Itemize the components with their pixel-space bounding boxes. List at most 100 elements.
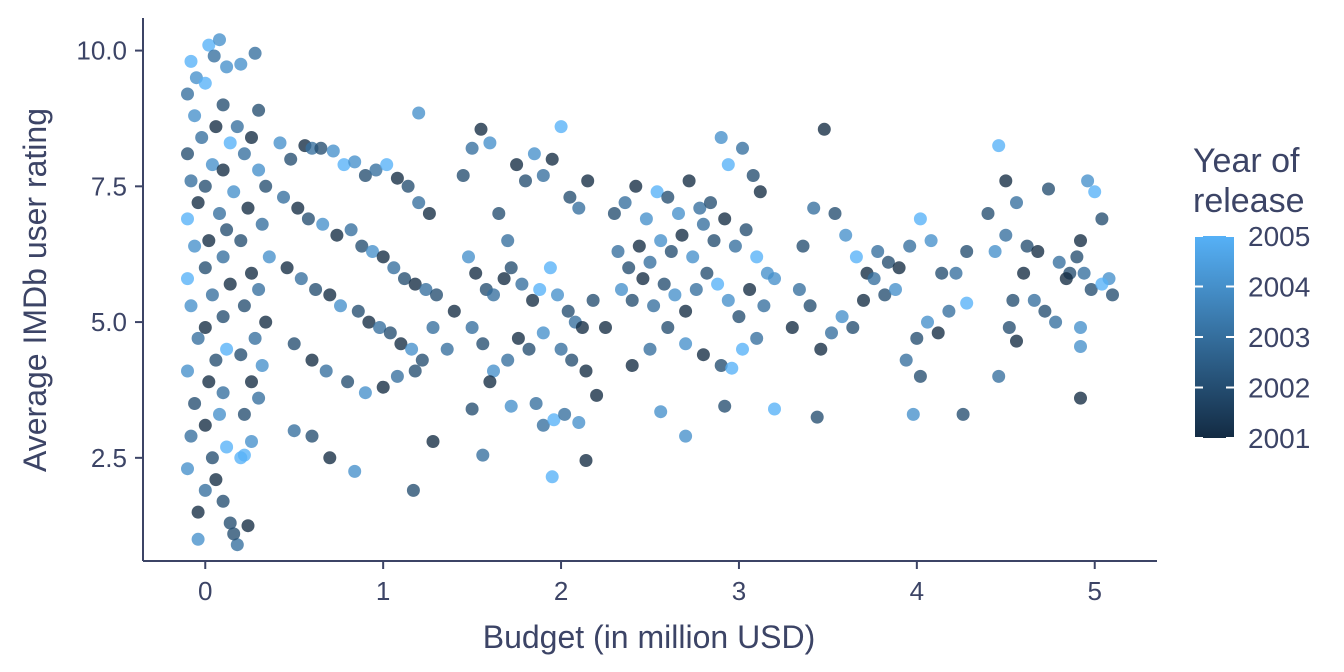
data-point [205, 451, 219, 465]
data-point [366, 245, 379, 258]
data-point [406, 483, 420, 497]
data-point [718, 212, 732, 226]
data-point [510, 158, 524, 172]
data-point [465, 402, 479, 416]
data-point [465, 141, 479, 155]
data-point [198, 418, 212, 432]
data-point [234, 348, 248, 362]
data-point [504, 261, 518, 275]
data-point [487, 288, 500, 302]
data-point [586, 293, 600, 307]
data-point [1010, 196, 1023, 210]
data-point [216, 310, 230, 324]
data-point [191, 331, 205, 345]
data-point [184, 174, 198, 188]
data-point [796, 239, 810, 253]
data-point [814, 342, 828, 356]
data-point [430, 288, 443, 302]
data-point [707, 234, 721, 248]
data-point [422, 207, 436, 220]
data-point [237, 407, 251, 421]
data-point [223, 516, 237, 530]
data-point [1074, 340, 1087, 353]
data-point [504, 399, 518, 413]
data-point [728, 239, 742, 253]
legend-tick-label: 2004 [1248, 272, 1310, 303]
data-point [383, 326, 397, 340]
data-point [572, 201, 586, 215]
data-point [522, 342, 536, 356]
data-point [1088, 185, 1102, 199]
data-point [337, 158, 351, 172]
data-point [913, 212, 927, 226]
data-point [579, 454, 593, 467]
data-point [220, 60, 234, 74]
data-point [551, 288, 564, 302]
x-tick-label: 1 [376, 576, 390, 606]
data-point [654, 405, 668, 419]
data-point [237, 147, 251, 161]
data-point [696, 348, 710, 362]
data-point [1106, 288, 1119, 302]
data-point [554, 342, 568, 356]
data-point [661, 321, 675, 334]
data-point [314, 141, 328, 155]
data-point [220, 223, 234, 237]
data-point [565, 353, 579, 367]
y-axis-title: Average IMDb user rating [17, 108, 53, 472]
data-point [643, 342, 657, 356]
data-point [181, 212, 194, 226]
data-point [181, 364, 194, 378]
data-point [216, 98, 230, 112]
data-point [412, 196, 426, 210]
data-point [198, 179, 212, 193]
data-point [474, 122, 488, 136]
data-point [220, 440, 234, 454]
data-point [579, 364, 593, 378]
data-point [412, 106, 426, 120]
data-point [686, 250, 700, 264]
data-point [497, 272, 511, 286]
data-point [1020, 239, 1034, 253]
data-point [839, 228, 853, 242]
data-point [483, 136, 497, 150]
x-tick-label: 5 [1088, 576, 1102, 606]
data-point [768, 402, 781, 416]
data-point [362, 315, 376, 329]
data-point [440, 342, 454, 356]
data-point [643, 255, 657, 269]
data-point [207, 49, 221, 63]
data-point [527, 147, 541, 161]
data-point [1077, 266, 1091, 280]
data-point [639, 212, 653, 226]
data-point [483, 375, 497, 389]
data-point [682, 174, 696, 188]
data-point [711, 277, 725, 291]
data-point [545, 152, 559, 166]
data-point [981, 207, 995, 220]
data-point [792, 283, 806, 296]
data-point [942, 304, 956, 318]
data-point [369, 163, 383, 177]
data-point [746, 169, 760, 182]
data-point [679, 304, 693, 318]
data-point [529, 397, 543, 410]
data-point [960, 245, 974, 258]
data-point [988, 245, 1002, 258]
data-point [906, 407, 920, 421]
data-point [205, 158, 219, 172]
data-point [213, 407, 226, 421]
x-tick-label: 4 [910, 576, 924, 606]
data-point [846, 321, 860, 334]
data-point [287, 337, 301, 351]
data-point [999, 228, 1013, 242]
data-point [867, 272, 881, 286]
data-point [209, 473, 223, 487]
data-point [198, 321, 212, 334]
data-point [803, 299, 817, 313]
data-point [326, 144, 340, 158]
data-point [234, 234, 248, 248]
data-point [216, 386, 230, 400]
data-point [245, 131, 258, 144]
data-point [252, 283, 266, 296]
